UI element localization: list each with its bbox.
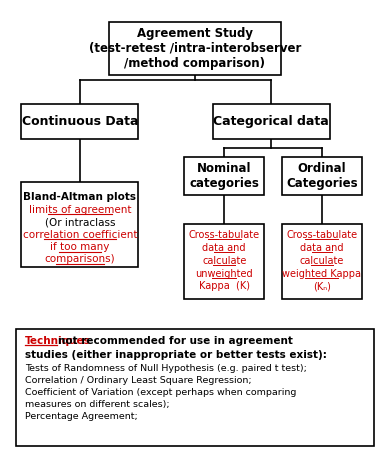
Text: Kappa  (K): Kappa (K) [199, 281, 250, 291]
Text: correlation coefficient: correlation coefficient [23, 230, 137, 240]
FancyBboxPatch shape [21, 104, 138, 139]
Text: calculate: calculate [300, 256, 344, 266]
FancyBboxPatch shape [282, 157, 362, 195]
FancyBboxPatch shape [213, 104, 330, 139]
FancyBboxPatch shape [109, 22, 281, 74]
Text: Cross-tabulate: Cross-tabulate [286, 230, 357, 240]
Text: Ordinal
Categories: Ordinal Categories [286, 162, 358, 190]
Text: data and: data and [202, 243, 246, 253]
Text: Bland-Altman plots: Bland-Altman plots [23, 192, 136, 202]
Text: studies (either inappropriate or better tests exist):: studies (either inappropriate or better … [25, 350, 327, 359]
FancyBboxPatch shape [282, 224, 362, 299]
Text: calculate: calculate [202, 256, 246, 266]
Text: not recommended for use in agreement: not recommended for use in agreement [58, 336, 293, 346]
Text: comparisons): comparisons) [44, 254, 115, 264]
Text: Cross-tabulate: Cross-tabulate [189, 230, 260, 240]
Text: limits of agreement: limits of agreement [29, 205, 131, 215]
Text: weighted Kappa: weighted Kappa [282, 269, 361, 279]
Text: data and: data and [300, 243, 344, 253]
FancyBboxPatch shape [16, 330, 374, 446]
Text: measures on different scales);: measures on different scales); [25, 400, 170, 409]
Text: Coefficient of Variation (except perhaps when comparing: Coefficient of Variation (except perhaps… [25, 388, 297, 397]
Text: Techniques: Techniques [25, 336, 91, 346]
Text: Continuous Data: Continuous Data [22, 115, 138, 128]
Text: unweighted: unweighted [195, 269, 253, 279]
FancyBboxPatch shape [184, 224, 264, 299]
Text: (Kₙ): (Kₙ) [313, 281, 331, 291]
Text: Percentage Agreement;: Percentage Agreement; [25, 412, 138, 420]
Text: if too many: if too many [50, 242, 110, 252]
Text: Tests of Randomness of Null Hypothesis (e.g. paired t test);: Tests of Randomness of Null Hypothesis (… [25, 364, 307, 373]
Text: Agreement Study
(test-retest /intra-interobserver
/method comparison): Agreement Study (test-retest /intra-inte… [89, 27, 301, 70]
FancyBboxPatch shape [21, 182, 138, 267]
FancyBboxPatch shape [184, 157, 264, 195]
Text: Categorical data: Categorical data [213, 115, 329, 128]
Text: (Or intraclass: (Or intraclass [45, 217, 115, 227]
Text: Correlation / Ordinary Least Square Regression;: Correlation / Ordinary Least Square Regr… [25, 376, 252, 385]
Text: Nominal
categories: Nominal categories [189, 162, 259, 190]
